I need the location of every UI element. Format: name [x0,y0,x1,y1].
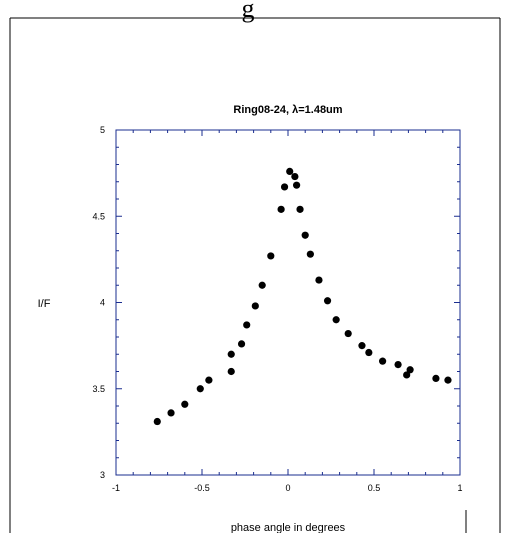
x-tick-label: 0 [285,483,290,493]
data-point [181,400,189,408]
data-points [153,167,452,426]
data-point [227,367,235,376]
data-point [227,350,235,358]
plot-area [115,129,461,476]
data-point [332,316,340,324]
data-point [306,250,314,258]
data-point [167,409,175,417]
axis-tick-labels: -1 -0.5 0 0.5 1 3 3.5 4 4.5 5 [92,125,462,493]
data-point [280,183,289,191]
data-point [267,252,275,260]
data-point [196,385,204,393]
data-point [444,376,452,384]
data-point [237,340,246,348]
data-point [293,181,301,189]
data-point [365,348,373,357]
data-point [291,172,299,181]
data-point [153,417,161,426]
data-point [277,205,285,213]
data-point [394,361,402,369]
data-point [205,376,213,384]
x-tick-label: 0.5 [368,483,381,493]
chart-title: Ring08-24, λ=1.48um [233,104,342,116]
x-tick-label: 1 [457,483,462,493]
data-point [379,357,387,365]
y-tick-label: 4 [100,298,105,308]
y-tick-label: 3 [100,470,105,480]
data-point [286,167,294,175]
data-point [432,374,440,382]
data-point [406,366,414,374]
x-tick-label: -1 [112,483,120,493]
axis-ticks [115,129,461,476]
data-point [358,342,366,350]
data-point [301,231,309,239]
y-tick-label: 4.5 [92,211,105,221]
data-point [323,297,332,305]
data-point [296,205,304,213]
data-point [403,371,411,379]
data-point [243,321,251,329]
data-point [315,276,323,284]
data-point [251,302,259,310]
x-tick-label: -0.5 [194,483,210,493]
data-point [258,281,266,289]
top-fragment: g [242,0,255,23]
y-tick-label: 5 [100,125,105,135]
y-tick-label: 3.5 [92,384,105,394]
y-axis-title: I/F [38,298,51,310]
x-axis-title: phase angle in degrees [231,522,346,533]
data-point [344,329,352,338]
